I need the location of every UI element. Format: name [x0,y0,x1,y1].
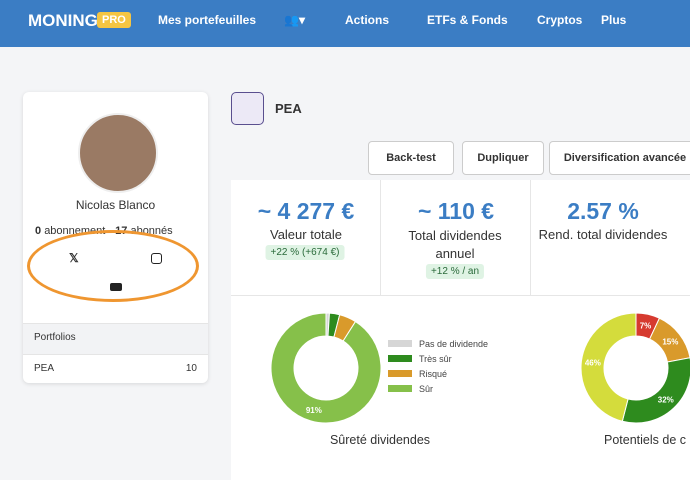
stat-value: 2.57 % [567,198,639,224]
slice-label: 15% [662,337,678,346]
stat-label: Rend. total dividendes [538,227,668,242]
profile-card: Nicolas Blanco 0 abonnement · 17 abonnés… [23,92,208,383]
portfolio-name: PEA [275,101,302,116]
portfolio-row-count: 10 [185,363,197,374]
slice-label: 7% [640,322,652,331]
donut-slice [648,317,690,363]
chart-title: Sûreté dividendes [330,433,430,447]
chart-title: Potentiels de c [604,433,686,447]
nav-item[interactable]: Cryptos [537,13,583,27]
legend-label: Très sûr [419,354,452,364]
count: 0 [35,225,42,237]
nav-item[interactable]: Mes portefeuilles [158,13,257,27]
nav-item[interactable]: 👥▾ [284,13,305,27]
donut-slice [270,312,382,424]
safe-icon [231,92,264,125]
portfolios-title: Portfolios [34,332,76,343]
annotation-ellipse [27,230,199,302]
nav-item[interactable]: Actions [345,13,390,27]
button[interactable]: Diversification avancée [549,141,690,175]
stat-value: ~ 110 € [417,198,495,224]
pro-badge: PRO [97,12,131,28]
legend-swatch [388,355,412,362]
avatar [78,113,158,193]
legend-label: Pas de dividende [419,339,488,349]
legend-label: Risqué [419,369,447,379]
button[interactable]: Back-test [368,141,454,175]
logo[interactable]: MONING [28,11,98,30]
charts: 91% Sûreté dividendes Pas de dividende Très… [270,312,690,447]
legend-swatch [388,340,412,347]
slice-label: 46% [585,359,601,368]
donut-slice [621,357,690,424]
button[interactable]: Dupliquer [462,141,544,175]
legend-swatch [388,370,412,377]
slice-label: 32% [658,396,674,405]
stat-change: +22 % (+674 €) [265,245,345,260]
stat-change: +12 % / an [425,264,485,279]
nav-item[interactable]: Plus [601,13,627,27]
portfolio-row-name[interactable]: PEA [34,363,55,374]
nav-item[interactable]: ETFs & Fonds [427,13,508,27]
stat-value: ~ 4 277 € [257,198,355,224]
legend-swatch [388,385,412,392]
legend-label: Sûr [419,384,433,394]
navbar: MONING PRO Mes portefeuilles 👥▾ Actions … [0,0,690,47]
slice-label: 91% [306,406,322,415]
stat-label: Valeur totale [269,227,343,242]
portfolios-header [23,323,208,355]
profile-name: Nicolas Blanco [75,198,156,212]
stat-label: Total dividendes annuel [408,228,502,261]
donut-slice [580,312,637,422]
